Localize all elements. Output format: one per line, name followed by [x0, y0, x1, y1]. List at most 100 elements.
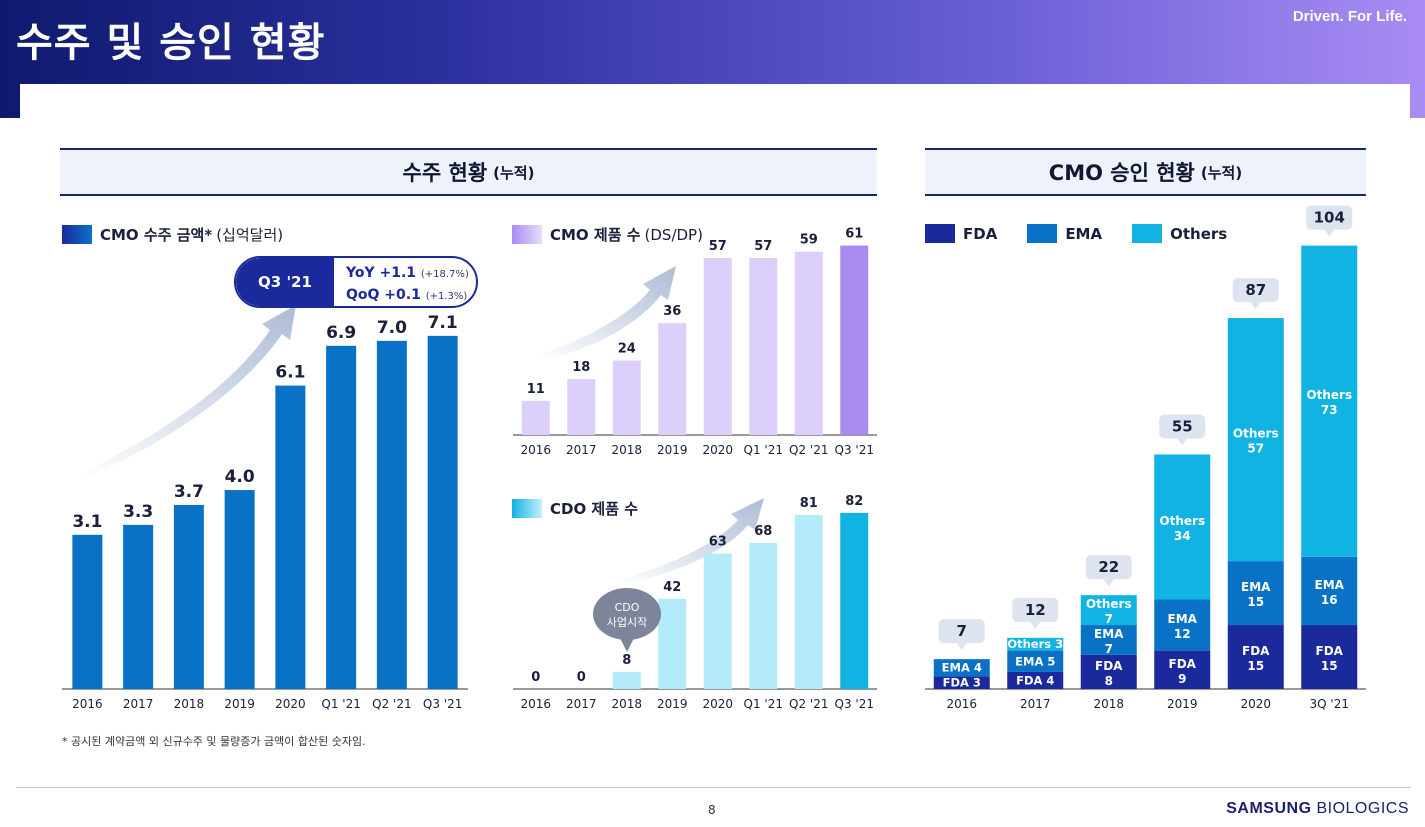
- approvals-segment-label: 15: [1247, 595, 1264, 609]
- approvals-bar-ema: [1080, 625, 1137, 655]
- approvals-bar-ema: [1227, 561, 1284, 626]
- cmo-products-tick-label: 2019: [657, 443, 688, 457]
- cmo-products-bar: [567, 379, 596, 435]
- cmo-amount-tick-label: 2018: [174, 697, 205, 711]
- approvals-segment-label: Others: [1233, 427, 1279, 441]
- approvals-bar-fda: [933, 676, 990, 689]
- approvals-total-bubble: [1306, 205, 1353, 230]
- cmo-amount-bar: [224, 490, 255, 689]
- legend-swatch: [512, 499, 542, 518]
- approvals-total-label: 55: [1172, 418, 1193, 436]
- approvals-segment-label: 34: [1174, 529, 1191, 543]
- approvals-segment-label: EMA: [1241, 580, 1271, 594]
- footnote: * 공시된 계약금액 외 신규수주 및 물량증가 금액이 합산된 숫자임.: [62, 735, 366, 748]
- cmo-amount-tick-label: 2016: [72, 697, 103, 711]
- cmo-amount-tick-label: Q1 '21: [321, 697, 360, 711]
- cmo-amount-value-label: 3.3: [123, 502, 153, 522]
- legend-swatch: [62, 225, 92, 244]
- approvals-segment-label: FDA 3: [943, 676, 981, 690]
- cmo-amount-bar: [123, 524, 154, 689]
- approvals-segment-label: 7: [1105, 612, 1113, 626]
- approvals-total-bubble-pointer: [1250, 302, 1261, 310]
- cmo-amount-value-label: 7.1: [428, 313, 458, 333]
- section-orders-header: 수주 현황 (누적): [60, 148, 877, 196]
- legend-swatch-fda: [925, 224, 955, 243]
- cdo-products-tick-label: Q2 '21: [789, 697, 828, 711]
- cmo-amount-value-label: 3.1: [72, 512, 102, 532]
- callout-qoq-pct: (+1.3%): [425, 291, 468, 302]
- approvals-segment-label: EMA: [1094, 627, 1124, 641]
- growth-arrow: [540, 266, 676, 360]
- cdo-products-value-label: 63: [709, 535, 727, 550]
- section-orders-sub: (누적): [493, 163, 535, 182]
- cmo-products-bar: [840, 245, 869, 435]
- callout-yoy-pct: (+18.7%): [420, 269, 469, 280]
- callout-yoy: YoY +1.1: [346, 265, 417, 281]
- legend-cdo-products: CDO 제품 수: [512, 498, 638, 519]
- approvals-total-bubble: [1085, 555, 1132, 580]
- cmo-products-value-label: 61: [845, 227, 863, 242]
- approvals-total-bubble-pointer: [956, 643, 967, 651]
- approvals-bar-fda: [1301, 625, 1358, 689]
- approvals-segment-label: 15: [1247, 659, 1264, 673]
- growth-arrow: [620, 498, 764, 585]
- cmo-products-value-label: 18: [572, 360, 590, 375]
- approvals-bar-fda: [1227, 625, 1284, 689]
- cdo-products-value-label: 0: [531, 670, 540, 685]
- legend-unit: (십억달러): [216, 226, 284, 244]
- approvals-segment-label: 8: [1105, 674, 1113, 688]
- cdo-products-bar: [840, 512, 869, 689]
- approvals-segment-label: FDA: [1095, 659, 1123, 673]
- approvals-segment-label: FDA 4: [1016, 673, 1054, 687]
- approvals-segment-label: 57: [1247, 442, 1264, 456]
- cdo-products-tick-label: 2020: [702, 697, 733, 711]
- approvals-total-label: 87: [1245, 281, 1266, 299]
- cmo-products-bar: [658, 323, 687, 435]
- cdo-products-bar: [658, 598, 687, 689]
- cdo-products-bar: [703, 553, 732, 689]
- cmo-products-tick-label: Q1 '21: [744, 443, 783, 457]
- approvals-bar-fda: [1154, 650, 1211, 689]
- approvals-total-bubble-pointer: [1324, 229, 1335, 237]
- cdo-products-tick-label: 2016: [520, 697, 551, 711]
- approvals-tick-label: 2016: [946, 697, 977, 711]
- callout-text: YoY +1.1 (+18.7%) QoQ +0.1 (+1.3%): [334, 258, 469, 306]
- approvals-tick-label: 2020: [1240, 697, 1271, 711]
- section-approvals-header: CMO 승인 현황 (누적): [925, 148, 1366, 196]
- legend-label-fda: FDA: [963, 224, 998, 243]
- legend-label-ema: EMA: [1065, 224, 1103, 243]
- footer-divider: [16, 787, 1410, 788]
- cdo-start-bubble-pointer: [620, 638, 634, 652]
- header-underlay: [20, 84, 1410, 118]
- cdo-bubble-line1: CDO: [615, 601, 640, 614]
- legend-swatch: [512, 225, 542, 244]
- cdo-products-bar: [794, 515, 823, 689]
- approvals-segment-label: 7: [1105, 642, 1113, 656]
- approvals-segment-label: 73: [1321, 403, 1338, 417]
- section-approvals-sub: (누적): [1200, 163, 1243, 182]
- brand-rest: BIOLOGICS: [1316, 800, 1409, 817]
- slogan: Driven. For Life.: [1292, 8, 1407, 25]
- cmo-amount-value-label: 6.1: [275, 363, 305, 383]
- section-orders-title: 수주 현황: [402, 161, 488, 185]
- approvals-total-bubble-pointer: [1103, 579, 1114, 587]
- legend-label: CDO 제품 수: [550, 500, 639, 518]
- approvals-total-label: 104: [1314, 209, 1345, 227]
- callout-qoq: QoQ +0.1: [346, 287, 421, 303]
- cmo-amount-bar: [72, 534, 103, 689]
- approvals-total-bubble: [938, 619, 985, 644]
- approvals-segment-label: 12: [1174, 627, 1191, 641]
- approvals-segment-label: Others: [1306, 388, 1352, 402]
- cmo-products-tick-label: 2016: [520, 443, 551, 457]
- approvals-tick-label: 3Q '21: [1310, 697, 1349, 711]
- cdo-products-value-label: 81: [800, 496, 818, 511]
- approvals-segment-label: Others 3: [1007, 637, 1063, 651]
- cdo-products-tick-label: 2017: [566, 697, 597, 711]
- approvals-segment-label: EMA: [1315, 578, 1345, 592]
- cmo-amount-bar: [275, 385, 306, 689]
- page-title: 수주 및 승인 현황: [16, 20, 326, 66]
- cdo-products-tick-label: Q1 '21: [744, 697, 783, 711]
- cmo-amount-tick-label: 2020: [275, 697, 306, 711]
- approvals-total-bubble-pointer: [1177, 438, 1188, 446]
